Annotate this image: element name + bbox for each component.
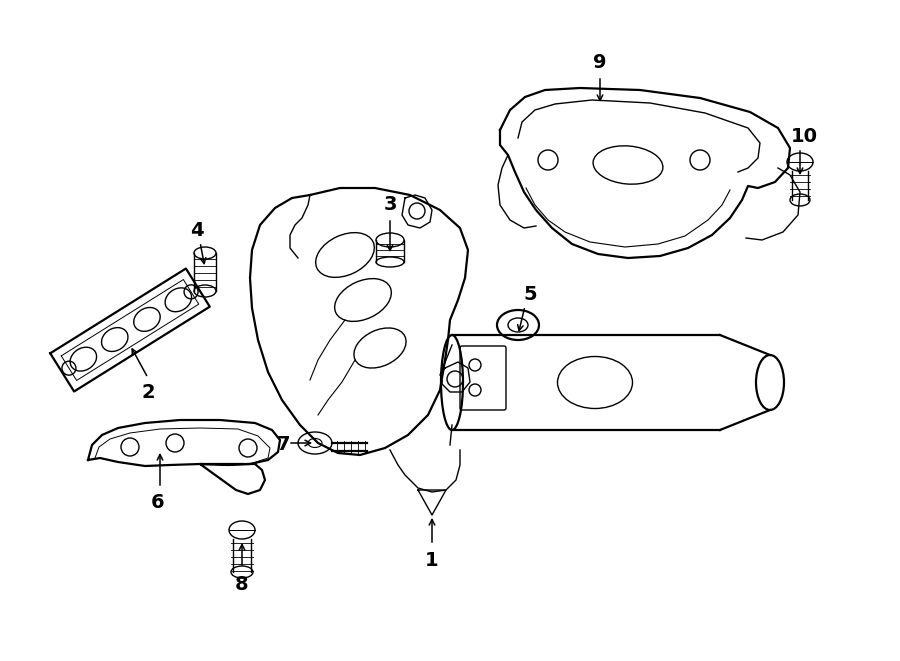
Text: 1: 1 — [425, 551, 439, 570]
Text: 6: 6 — [151, 492, 165, 512]
Text: 9: 9 — [593, 52, 607, 71]
Text: 7: 7 — [276, 434, 290, 453]
Text: 4: 4 — [190, 221, 203, 239]
Text: 2: 2 — [141, 383, 155, 403]
Text: 8: 8 — [235, 574, 248, 594]
Text: 3: 3 — [383, 196, 397, 215]
Text: 5: 5 — [523, 284, 536, 303]
Text: 10: 10 — [790, 126, 817, 145]
